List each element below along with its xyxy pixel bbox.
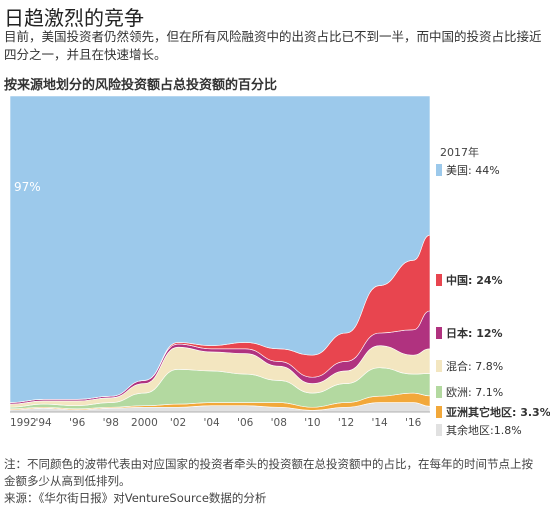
chart-title: 按来源地划分的风险投资额占总投资额的百分比 bbox=[4, 78, 278, 93]
legend-swatch bbox=[436, 360, 442, 372]
legend-label: 美国: 44% bbox=[446, 164, 500, 177]
x-tick-label: '06 bbox=[237, 417, 254, 429]
legend-swatch bbox=[436, 164, 442, 176]
x-tick-label: '12 bbox=[338, 417, 354, 429]
legend-title: 2017年 bbox=[440, 145, 479, 159]
x-tick-label: 2000 bbox=[131, 417, 158, 429]
chart-note: 注：不同颜色的波带代表由对应国家的投资者牵头的投资额在总投资额中的占比，在每年的… bbox=[4, 457, 533, 488]
x-tick-label: '94 bbox=[35, 417, 52, 429]
x-tick-label: '04 bbox=[203, 417, 220, 429]
x-tick-label: '10 bbox=[304, 417, 320, 429]
legend-label: 其余地区:1.8% bbox=[446, 423, 522, 437]
source-line: 来源：《华尔街日报》对VentureSource数据的分析 bbox=[4, 491, 267, 505]
x-tick-label: '08 bbox=[271, 417, 287, 429]
legend-label: 中国: 24% bbox=[446, 273, 503, 287]
legend-swatch bbox=[436, 274, 442, 286]
x-tick-label: 1992 bbox=[10, 417, 37, 429]
legend-label: 欧洲: 7.1% bbox=[446, 386, 503, 399]
legend-swatch bbox=[436, 386, 442, 398]
legend-swatch bbox=[436, 406, 442, 418]
x-tick-label: '14 bbox=[371, 417, 388, 429]
legend-label: 混合: 7.8% bbox=[446, 359, 503, 373]
x-tick-label: '02 bbox=[170, 417, 186, 429]
legend-swatch bbox=[436, 327, 442, 339]
x-tick-label: '96 bbox=[69, 417, 86, 429]
legend-swatch bbox=[436, 424, 442, 436]
legend-label: 日本: 12% bbox=[446, 326, 503, 340]
start-value-label: 97% bbox=[14, 180, 41, 194]
headline: 日趋激烈的竞争 bbox=[4, 6, 144, 30]
area-美国 bbox=[9, 95, 431, 403]
x-tick-label: '98 bbox=[103, 417, 119, 429]
stacked-area-chart: 97% 1992'94 '96 '98 2000 '02 '04 '06 '08 '10 '12 '1… bbox=[9, 95, 550, 437]
legend-label: 亚洲其它地区: 3.3% bbox=[446, 405, 550, 419]
x-tick-label: '16 bbox=[405, 417, 422, 429]
intro-text: 目前，美国投资者仍然领先，但在所有风险融资中的出资占比已不到一半，而中国的投资占… bbox=[4, 29, 542, 62]
